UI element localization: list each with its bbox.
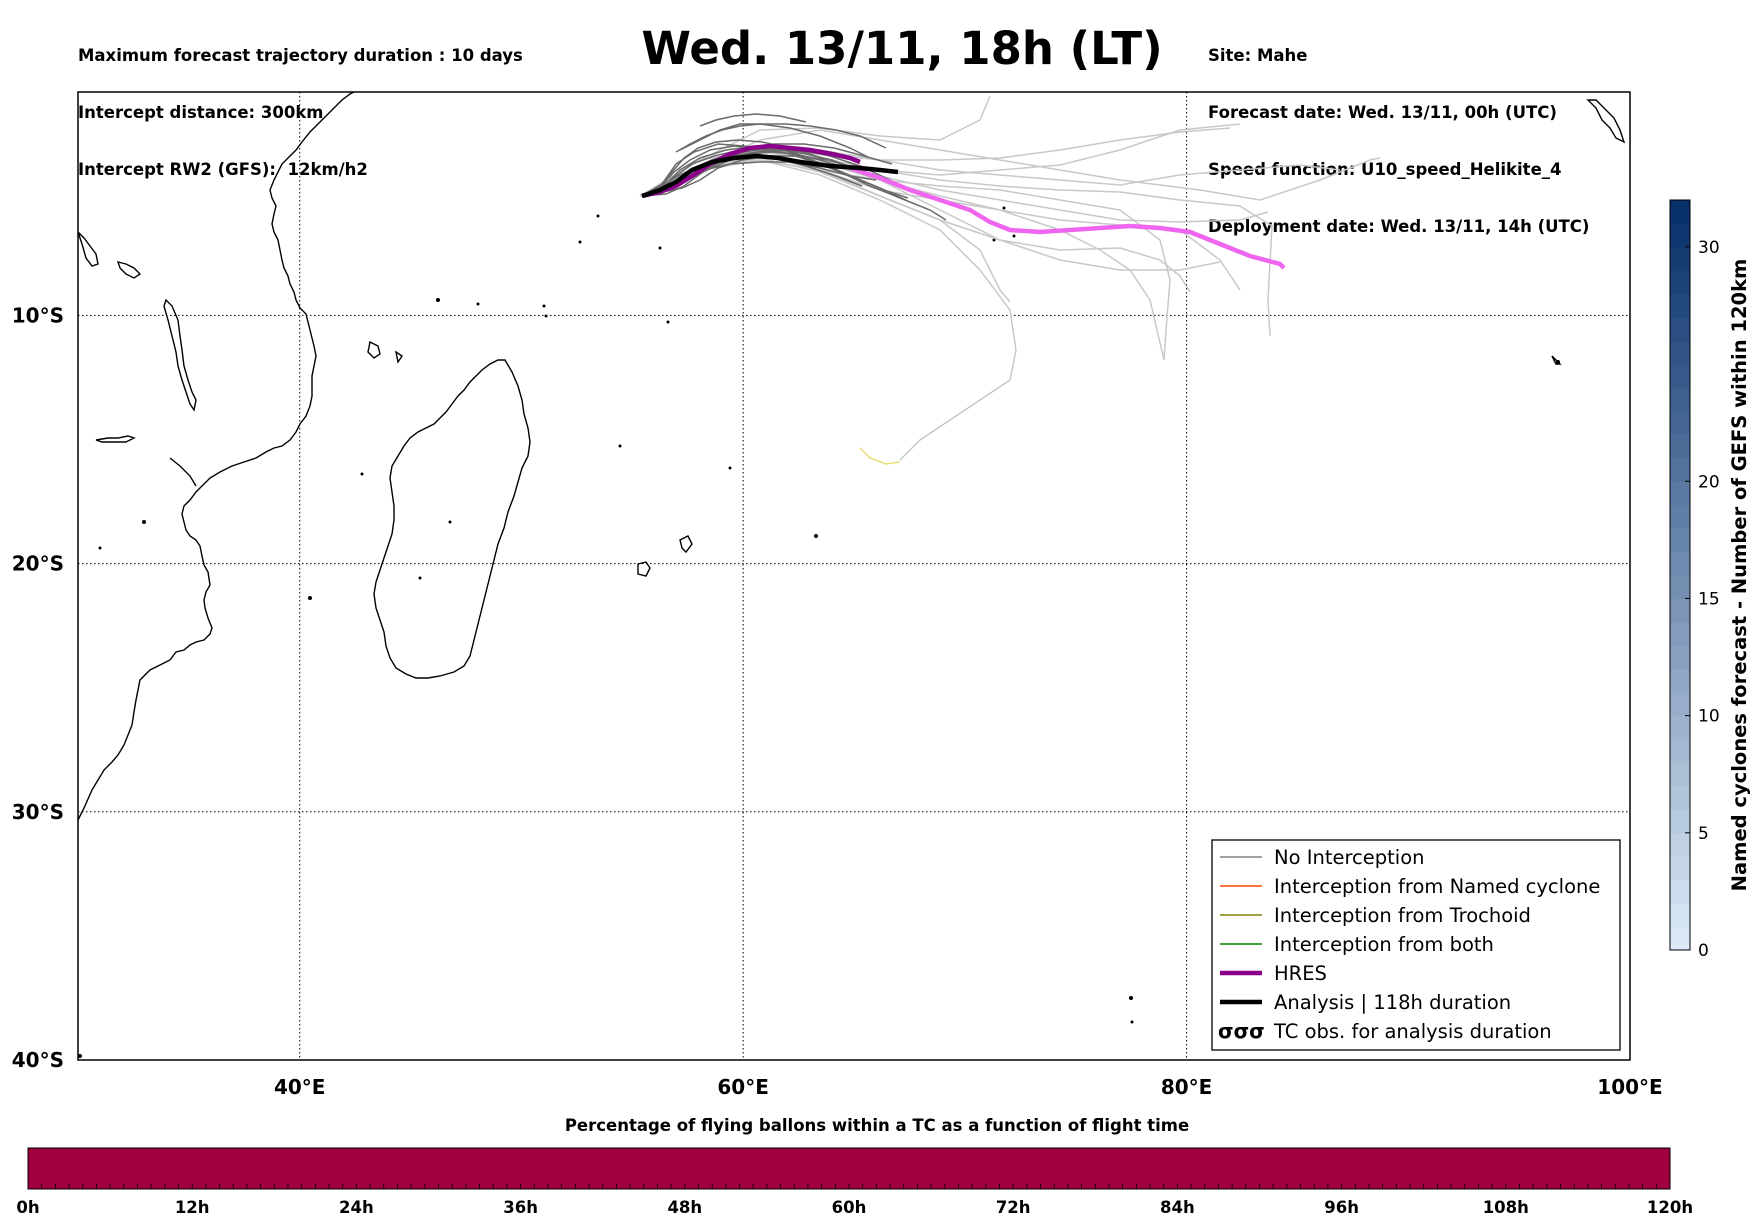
colorbar-band	[1670, 246, 1690, 271]
legend-label: Interception from Trochoid	[1274, 904, 1531, 927]
colorbar-tick-label: 30	[1698, 238, 1720, 258]
percentage-bar-tick-label: 48h	[667, 1198, 702, 1217]
hres-track-later	[849, 165, 1286, 270]
colorbar-band	[1670, 387, 1690, 412]
colorbar-band	[1670, 364, 1690, 388]
max-duration-text: Maximum forecast trajectory duration : 1…	[78, 46, 523, 65]
intercept-rw2-text: Intercept RW2 (GFS): 12km/h2	[78, 160, 368, 179]
colorbar-band	[1670, 762, 1690, 787]
longitude-labels: 40°E 60°E 80°E 100°E	[274, 1075, 1663, 1099]
coastlines	[78, 92, 1626, 821]
trajectories	[639, 95, 1381, 465]
percentage-bar-tick-label: 0h	[16, 1198, 39, 1217]
colorbar-band	[1670, 223, 1690, 248]
site-text: Site: Mahe	[1208, 46, 1308, 65]
colorbar-band	[1670, 645, 1690, 670]
lon-label: 40°E	[274, 1075, 326, 1099]
colorbar-band	[1670, 668, 1690, 693]
colorbar-band	[1670, 879, 1690, 904]
colorbar-band	[1670, 528, 1690, 553]
lat-label: 10°S	[12, 303, 64, 327]
colorbar-band	[1670, 575, 1690, 599]
colorbar-band	[1670, 621, 1690, 646]
hres-track	[641, 143, 861, 199]
forecast-date-text: Forecast date: Wed. 13/11, 00h (UTC)	[1208, 103, 1557, 122]
percentage-bar-tick-label: 24h	[339, 1198, 374, 1217]
lat-label: 30°S	[12, 800, 64, 824]
colorbar-tick-label: 0	[1698, 941, 1709, 961]
colorbar-band	[1670, 739, 1690, 763]
header-left-info: Maximum forecast trajectory duration : 1…	[78, 8, 523, 198]
legend-label: Interception from both	[1274, 933, 1494, 956]
madagascar-coastline	[373, 359, 531, 679]
percentage-bar-tick-label: 96h	[1324, 1198, 1359, 1217]
legend: No Interception Interception from Named c…	[1211, 839, 1621, 1051]
colorbar-band	[1670, 200, 1690, 224]
deployment-date-text: Deployment date: Wed. 13/11, 14h (UTC)	[1208, 217, 1590, 236]
colorbar-band	[1670, 317, 1690, 342]
speed-function-text: Speed function: U10_speed_Helikite_4	[1208, 160, 1562, 179]
colorbar-band	[1670, 340, 1690, 365]
colorbar-band	[1670, 692, 1690, 717]
percentage-bar-title: Percentage of flying ballons within a TC…	[564, 1116, 1190, 1135]
percentage-bar-tick-label: 108h	[1483, 1198, 1529, 1217]
header-right-info: Site: Mahe Forecast date: Wed. 13/11, 00…	[1208, 8, 1589, 255]
map-grid	[78, 92, 1630, 1060]
colorbar-tick-label: 10	[1698, 707, 1720, 727]
lon-label: 60°E	[717, 1075, 769, 1099]
cyclone-colorbar: 0 5 10 15 20 30 Named cyclones forecast - Numb…	[1669, 199, 1751, 961]
colorbar-label: Named cyclones forecast - Number of GEFS…	[1728, 259, 1751, 892]
percentage-bar-tick-label: 72h	[996, 1198, 1031, 1217]
percentage-bar-fill	[27, 1147, 1671, 1190]
legend-box	[1211, 839, 1621, 1051]
lat-label: 20°S	[12, 552, 64, 576]
colorbar-band	[1670, 903, 1690, 928]
intercept-distance-text: Intercept distance: 300km	[78, 103, 324, 122]
colorbar-band	[1670, 926, 1690, 951]
colorbar-band	[1670, 832, 1690, 857]
colorbar-band	[1670, 410, 1690, 435]
analysis-track	[641, 153, 899, 199]
latitude-labels: 10°S 20°S 30°S 40°S	[12, 303, 64, 1072]
colorbar-band	[1670, 481, 1690, 506]
percentage-bar: 0h 12h 24h 36h 48h 60h 72h 84h 96h 108h 120h	[16, 1147, 1693, 1217]
lon-label: 100°E	[1597, 1075, 1662, 1099]
percentage-bar-tick-label: 84h	[1160, 1198, 1195, 1217]
colorbar-band	[1670, 598, 1690, 623]
lat-label: 40°S	[12, 1048, 64, 1072]
colorbar-band	[1670, 504, 1690, 529]
percentage-bar-tick-label: 60h	[832, 1198, 867, 1217]
map-frame	[77, 91, 1631, 1061]
africa-coastline	[78, 92, 356, 821]
colorbar-band	[1670, 809, 1690, 834]
percentage-bar-tick-label: 12h	[175, 1198, 210, 1217]
colorbar-band	[1670, 457, 1690, 482]
small-islands-dots	[78, 206, 1560, 1058]
colorbar-band	[1670, 270, 1690, 295]
colorbar-tick-label: 5	[1698, 824, 1709, 844]
percentage-bar-tick-label: 120h	[1647, 1198, 1693, 1217]
colorbar-band	[1670, 293, 1690, 318]
colorbar-band	[1670, 434, 1690, 459]
legend-label: Analysis | 118h duration	[1274, 991, 1511, 1014]
yellow-track	[859, 447, 901, 465]
percentage-bar-tick-label: 36h	[503, 1198, 538, 1217]
legend-label: No Interception	[1274, 846, 1425, 869]
colorbar-band	[1670, 785, 1690, 810]
colorbar-band	[1670, 551, 1690, 576]
legend-symbol: σσσ	[1218, 1019, 1265, 1043]
colorbar-band	[1670, 856, 1690, 881]
legend-label: Interception from Named cyclone	[1274, 875, 1600, 898]
legend-label: TC obs. for analysis duration	[1273, 1020, 1552, 1043]
colorbar-tick-label: 15	[1698, 589, 1720, 609]
colorbar-frame	[1669, 199, 1691, 951]
colorbar-band	[1670, 715, 1690, 740]
page-title: Wed. 13/11, 18h (LT)	[641, 22, 1163, 75]
legend-label: HRES	[1274, 962, 1327, 985]
colorbar-tick-label: 20	[1698, 472, 1720, 492]
lon-label: 80°E	[1161, 1075, 1213, 1099]
